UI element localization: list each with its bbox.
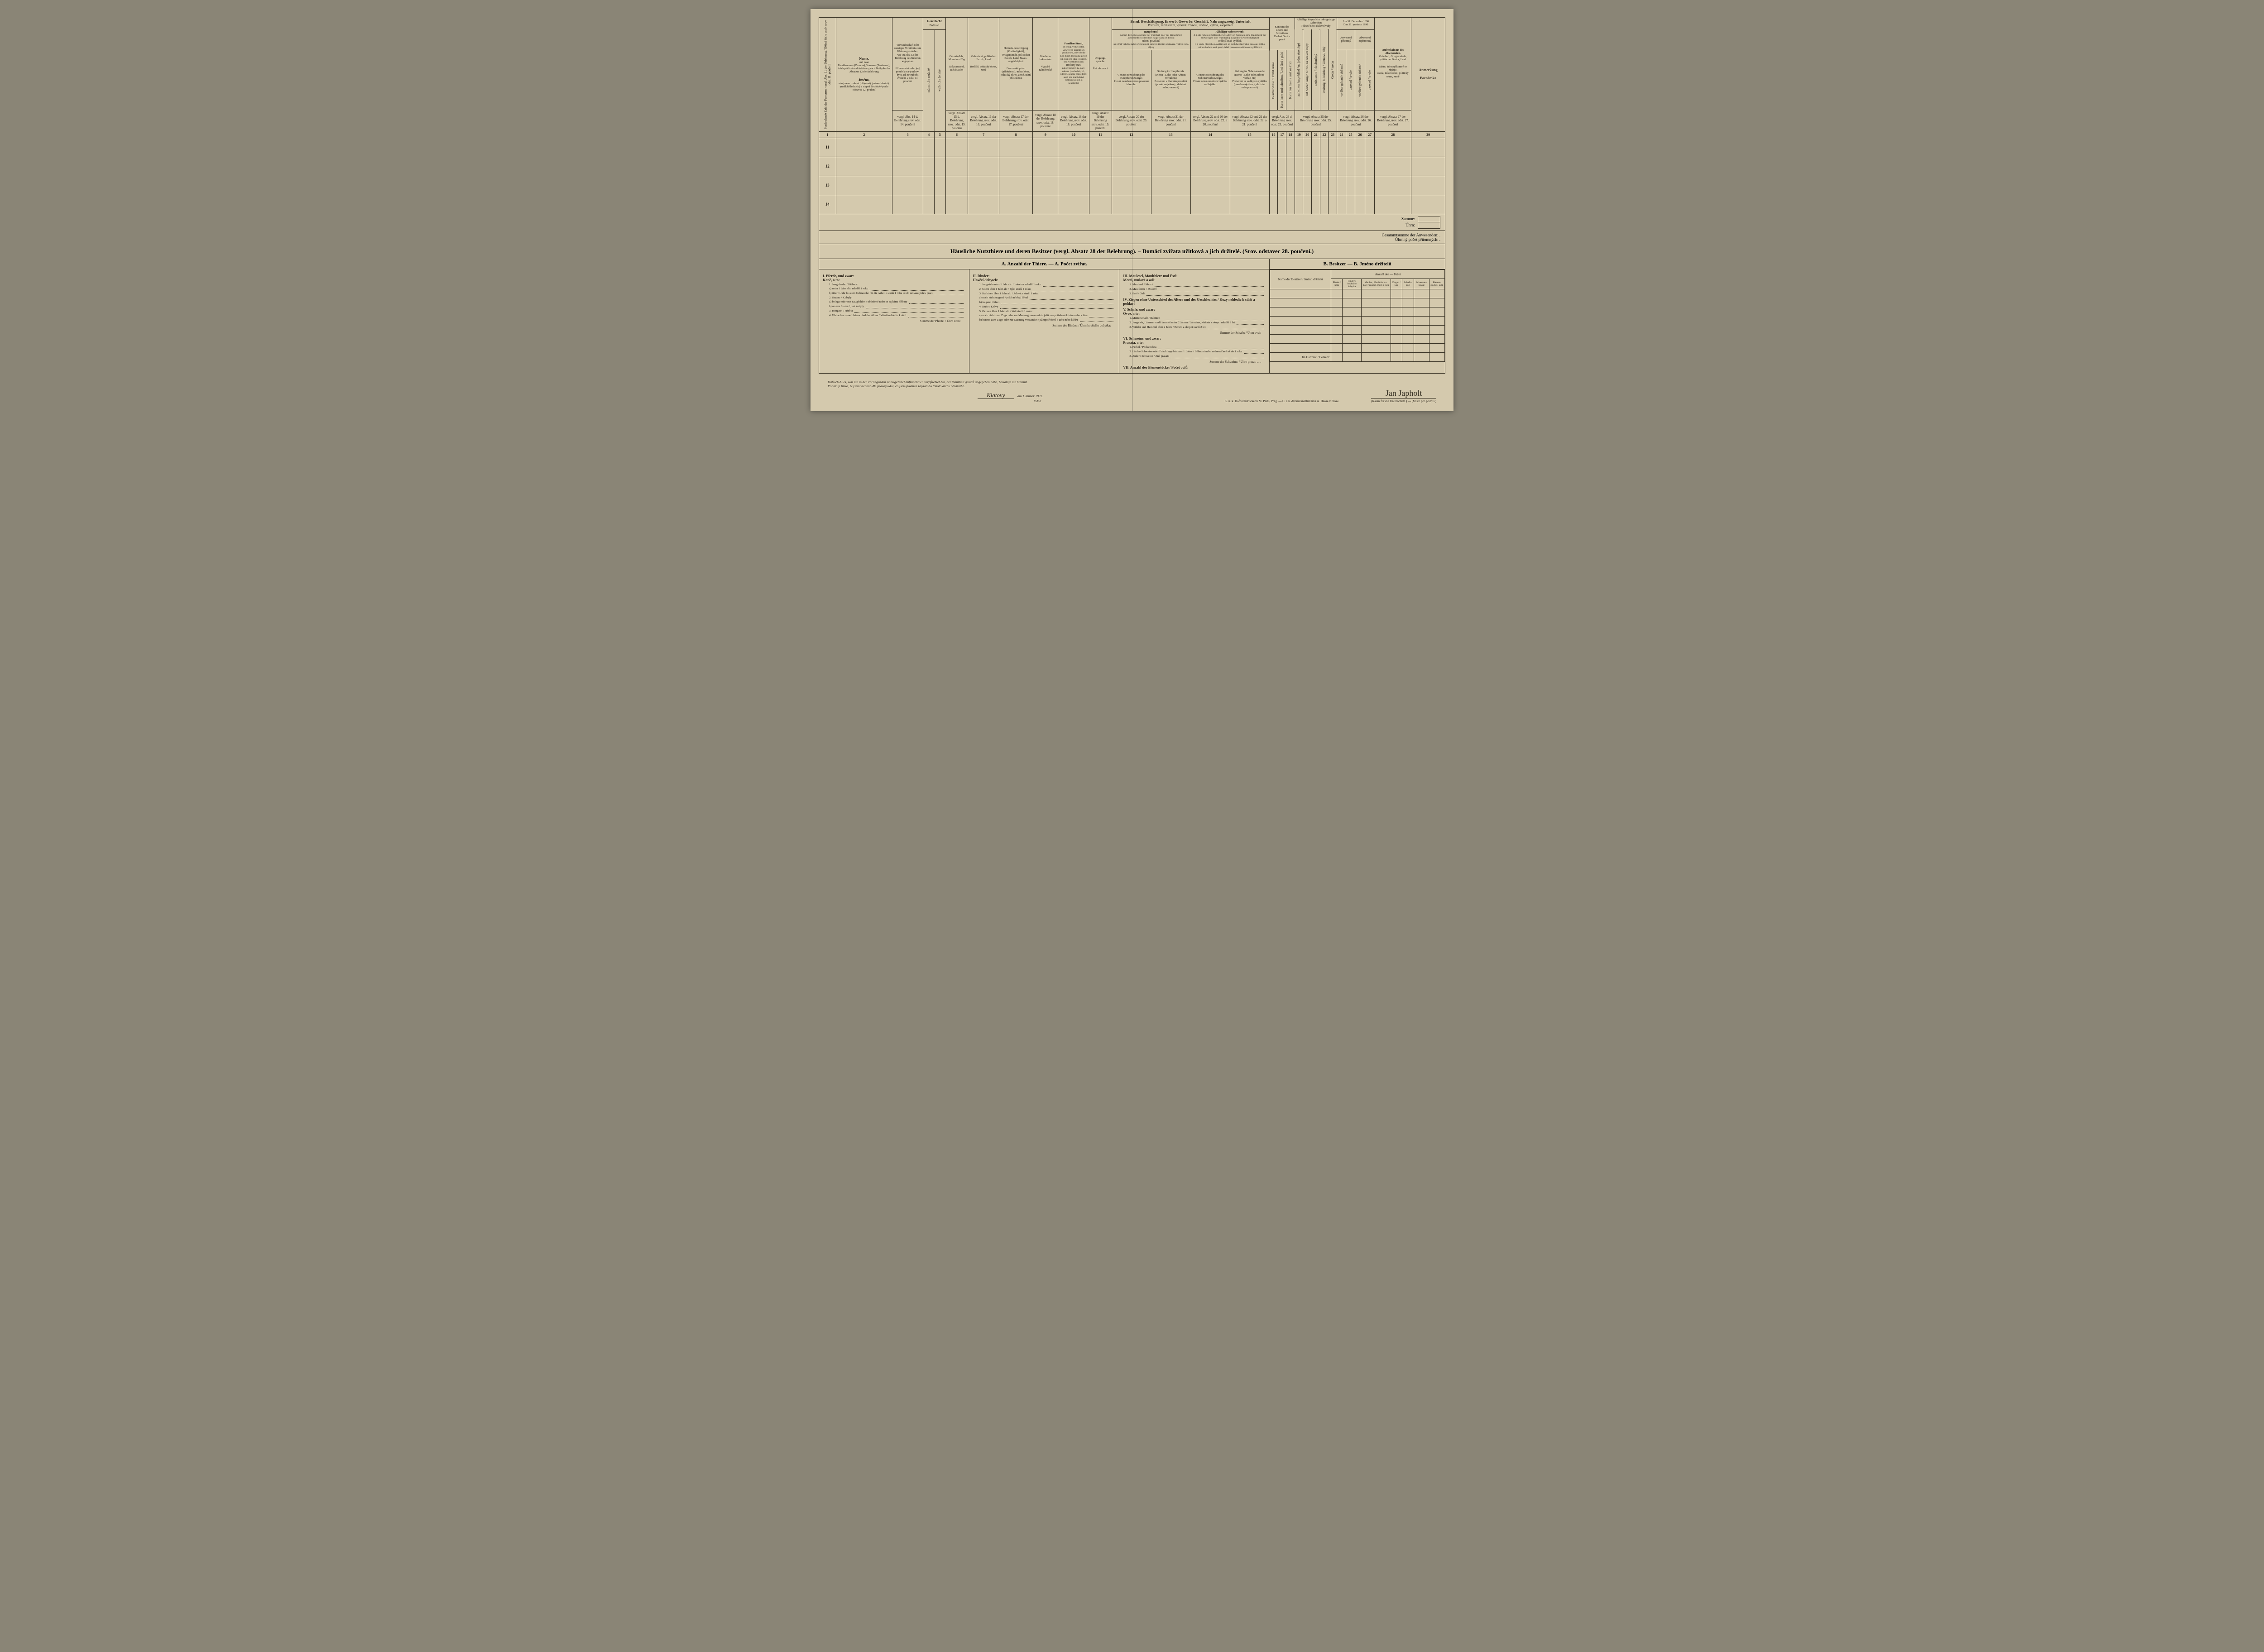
col1-running-number: Fortlaufende Zahl der Personen, vergl. A… [819, 18, 836, 132]
absent-perm: dauernd / trvale [1365, 50, 1375, 110]
present-header: Anwesend přítomný [1337, 29, 1355, 50]
cattle-column: II. Rinder:Hovězí dobytek: 1. Jungvieh u… [969, 269, 1119, 373]
col3-relationship: Verwandtschaft oder sonstiges Verhältnis… [892, 18, 923, 110]
ref-17: vergl. Absatz 17 der Belehrung srov. ods… [999, 110, 1033, 131]
printer-info: K. u. k. Hofbuchdruckerei M. Perls, Prag… [1193, 399, 1371, 403]
sub-a-title: A. Anzahl der Thiere. — A. Počet zvířat. [819, 259, 1270, 269]
defect-insane: irrsinnig, blödsichtig / šílenství, blbý [1320, 29, 1329, 110]
side-occupation: Allfälliger Nebenerwerb, d. i. die neben… [1190, 29, 1269, 50]
present-temp: vorüber-gehend / dočasně [1337, 50, 1346, 110]
ref-28: vergl. Absatz 27 der Belehrung srov. ods… [1375, 110, 1411, 131]
owner-row [1270, 344, 1445, 353]
row-11: 11 [819, 138, 1445, 157]
col16-absent-place: Aufenthaltsort des Abwesenden, Ortschaft… [1375, 18, 1411, 110]
ref-19: vergl. Absatz 19 der Belehrung srov. ods… [1089, 110, 1112, 131]
animals-section-title: Häusliche Nutzthiere und deren Besitzer … [819, 244, 1445, 259]
signature-block: Jan Japholt (Raum für die Unterschrift.)… [1371, 389, 1436, 403]
owner-col-horses: Pferde / koní [1331, 279, 1343, 289]
owner-name-header: Name der Besitzer / Jméno držitelů [1270, 270, 1331, 289]
ref-20: vergl. Absatz 20 der Belehrung srov. ods… [1112, 110, 1151, 131]
ref-22: vergl. Absatz 22 und 20 der Belehrung sr… [1190, 110, 1230, 131]
owner-row [1270, 335, 1445, 344]
col6-birthplace: Geburtsort, politischer Bezirk, Land Rod… [968, 18, 999, 110]
owner-row [1270, 298, 1445, 307]
ref-21: vergl. Absatz 21 der Belehrung srov. ods… [1151, 110, 1190, 131]
ref-15: vergl. Absatz 15 d. Belehrung srov. odst… [945, 110, 968, 131]
defect-both-eyes: auf beiden Augen blind / na obě oči slep… [1303, 29, 1312, 110]
defect-cretin: Cretin / kretin [1329, 29, 1337, 110]
owner-col-goats: Ziegen / koz [1391, 279, 1402, 289]
owner-col-cattle: Rinder / hovězího dobytka [1343, 279, 1361, 289]
col4-sex: Geschlecht Pohlaví [923, 18, 945, 30]
occ-branch: Genaue Bezeichnung des Hauptberufszweige… [1112, 50, 1151, 110]
col17-remarks: Anmerkung Poznámka [1411, 18, 1445, 132]
owner-row [1270, 307, 1445, 317]
owner-col-pigs: Schweine / prasat [1414, 279, 1429, 289]
col2-name: Name, und zwar Familienname (Zuname), Vo… [836, 18, 892, 132]
census-table: Fortlaufende Zahl der Personen, vergl. A… [819, 17, 1445, 214]
lit-owner: Besitzer diese / Drzitel domu [1269, 50, 1278, 110]
signature: Jan Japholt [1371, 389, 1436, 399]
col14-defects-header: Allfällige körperliche oder geistige Geb… [1295, 18, 1337, 30]
side-branch: Genaue Bezeichnung des Nebenerwerbszweig… [1190, 50, 1230, 110]
census-form-page: Fortlaufende Zahl der Personen, vergl. A… [811, 9, 1453, 411]
present-perm: dauernd / trvale [1346, 50, 1355, 110]
ref-23: vergl. Absatz 22 und 21 der Belehrung sr… [1230, 110, 1269, 131]
col8-religion: Glaubens-bekenntnis Vyznání náboženské [1033, 18, 1058, 110]
col13-literacy: Kenntnis des Lesens und Schreibens Znalo… [1269, 18, 1295, 50]
owner-col-bees: Bienen-stöcke / oulů [1429, 279, 1444, 289]
footer: Daß ich Alles, was ich in den vorliegend… [819, 380, 1445, 403]
place-signature: Klatovy [978, 392, 1014, 399]
ref-27: vergl. Absatz 26 der Belehrung srov. ods… [1337, 110, 1375, 131]
owner-row [1270, 317, 1445, 326]
col7-residence-right: Heimats-berechtigung (Zuständigkeit), Or… [999, 18, 1033, 110]
owners-section: Name der Besitzer / Jméno držitelů Anzah… [1270, 269, 1445, 373]
absent-header: Abwesend nepřítomný [1355, 29, 1375, 50]
col15-date-header: Am 31. December 1890 Dne 31. prosince 18… [1337, 18, 1375, 30]
ref-16: vergl. Absatz 16 der Belehrung srov. ods… [968, 110, 999, 131]
owner-count-header: Anzahl der — Počet [1331, 270, 1445, 279]
summary-line: Summe: Úhrn: [819, 214, 1445, 231]
row-12: 12 [819, 157, 1445, 176]
ref-18b: vergl. Absatz 18 der Belehrung srov. ods… [1058, 110, 1089, 131]
occ-position: Stellung im Hauptberufe (Dienst-, Lohn- … [1151, 50, 1190, 110]
absent-temp: vorüber-gehend / dočasně [1355, 50, 1365, 110]
animals-sub-headers: A. Anzahl der Thiere. — A. Počet zvířat.… [819, 259, 1445, 269]
owner-row [1270, 326, 1445, 335]
affirmation: Daß ich Alles, was ich in den vorliegend… [828, 380, 1193, 403]
horses-column: I. Pferde, und zwar:Koně, a to: 1. Jungp… [819, 269, 969, 373]
col9-marital: Familien-Stand, ob ledig, verhei-ratet, … [1058, 18, 1089, 110]
lit-readonly: Kann nur lesen / umí jen čísti [1286, 50, 1295, 110]
lit-readwrite: Kann lesen und schreiben / Umí čísti a p… [1278, 50, 1286, 110]
other-animals-column: III. Maulesel, Maulthiere und Esel:Mezci… [1119, 269, 1269, 373]
row-14: 14 [819, 195, 1445, 214]
ref-26: vergl. Absatz 25 der Belehrung srov. ods… [1295, 110, 1337, 131]
column-numbers: 1 2 3 4 5 6 7 8 9 10 11 12 13 14 15 16 1… [819, 131, 1445, 138]
side-position: Stellung im Neben-erwerbe (Dienst-, Lohn… [1230, 50, 1269, 110]
col4a-male: männlich / mužské [923, 29, 935, 131]
ref-24: vergl. Abs. 23 d. Belehrung srov. odst. … [1269, 110, 1295, 131]
sub-b-title: B. Besitzer — B. Jméno držitelů [1270, 259, 1445, 269]
main-occupation: Hauptberuf, worauf die Lebensstellung de… [1112, 29, 1190, 50]
col10-language: Umgangs-sprache Řeč obcovací [1089, 18, 1112, 110]
occupation-group-header: Beruf, Beschäftigung, Erwerb, Gewerbe, G… [1112, 18, 1269, 30]
defect-deafmute: taubstumm / hluchoněmý [1312, 29, 1320, 110]
defect-one-eye: auf einem Auge blind / na jedno oko slep… [1295, 29, 1303, 110]
owner-col-mules: Maules., Maulthiere u. Esel / mezků, mul… [1361, 279, 1391, 289]
owner-row [1270, 289, 1445, 298]
col5-birthdate: Geburts-Jahr, Monat und Tag Rok narození… [945, 18, 968, 110]
ref-18: vergl. Absatz 18 der Belehrung srov. ods… [1033, 110, 1058, 131]
ref-14: vergl. Abs. 14 d. Belehrung srov. odst. … [892, 110, 923, 131]
owner-total-row: Im Ganzen: / Celkem: [1270, 353, 1445, 362]
col4b-female: weiblich / ženské [934, 29, 945, 131]
row-13: 13 [819, 176, 1445, 195]
animals-container: I. Pferde, und zwar:Koně, a to: 1. Jungp… [819, 269, 1445, 374]
owner-col-sheep: Schafe / ovcí [1402, 279, 1414, 289]
grand-total: Gesammtsumme der Anwesenden: . Úhrnný po… [819, 231, 1445, 244]
